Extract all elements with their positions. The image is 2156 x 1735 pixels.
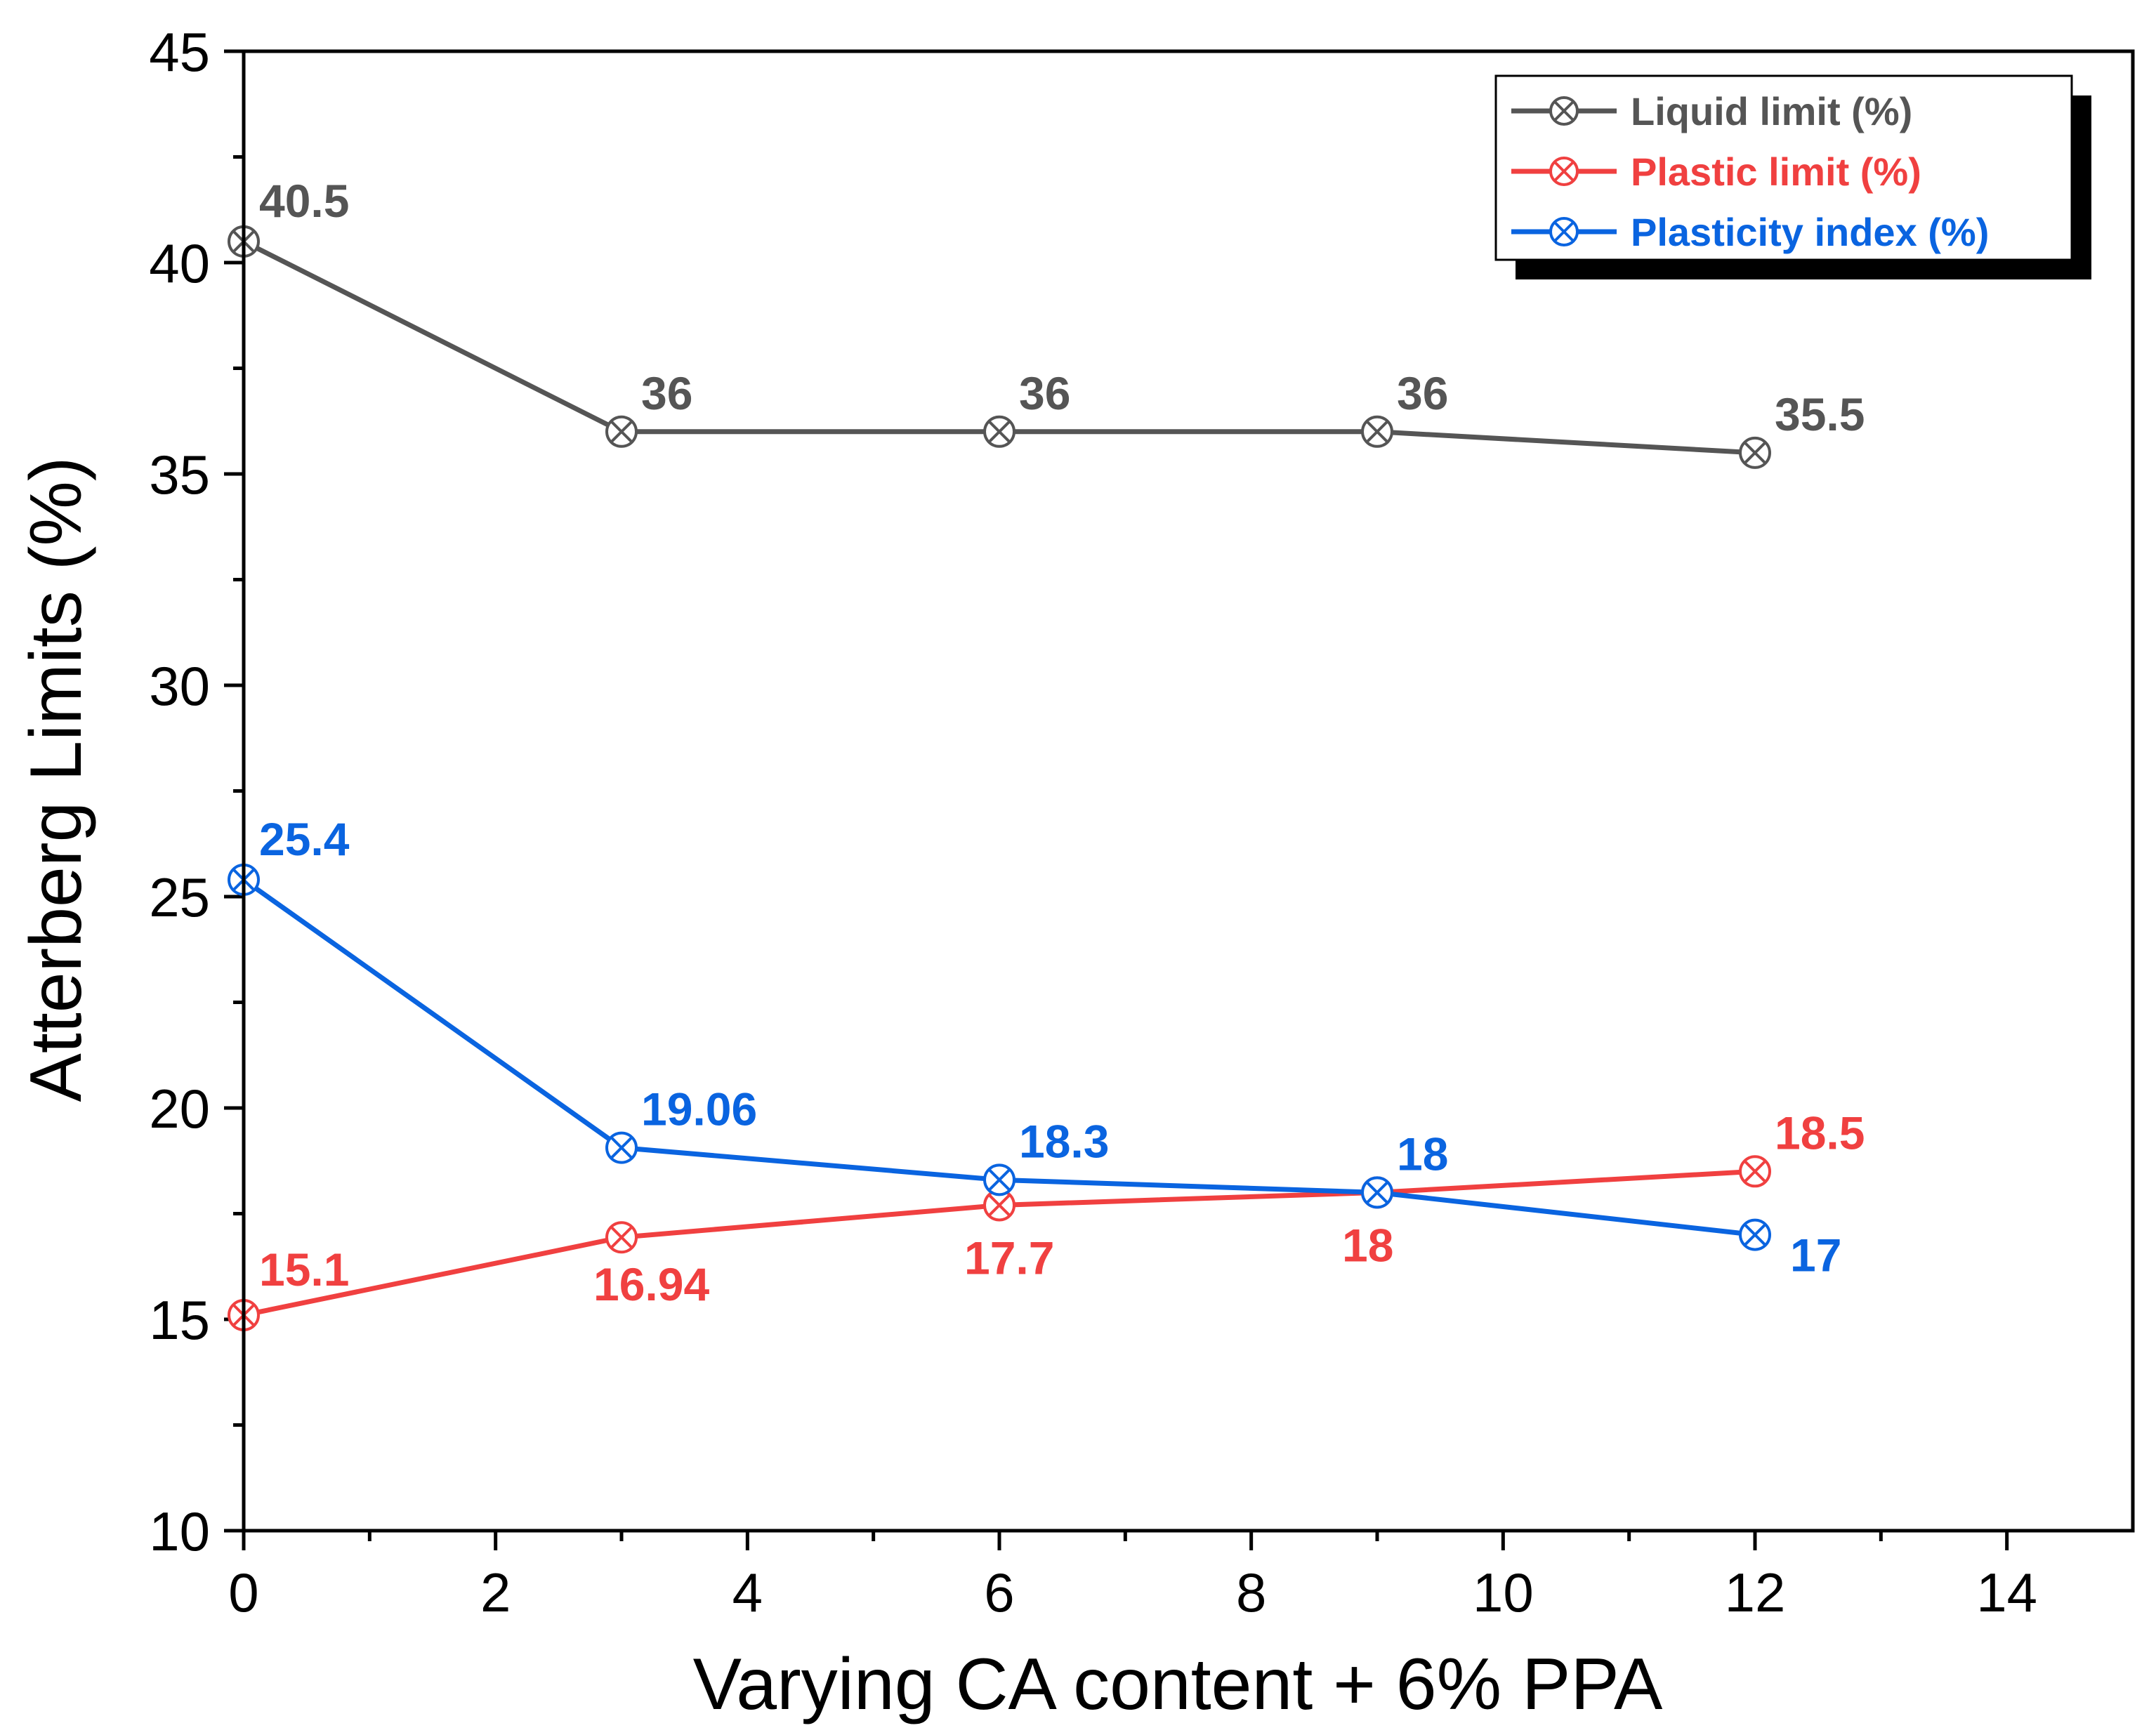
- data-point-marker: [605, 1221, 638, 1254]
- legend-label: Plastic limit (%): [1631, 150, 1921, 194]
- marker-cross: [610, 420, 633, 444]
- legend-marker-cross: [1553, 221, 1575, 242]
- x-tick-label: 2: [480, 1562, 511, 1623]
- data-point-marker: [983, 415, 1015, 448]
- x-tick-label: 6: [984, 1562, 1014, 1623]
- data-label: 15.1: [259, 1243, 349, 1295]
- marker-cross: [987, 1194, 1011, 1217]
- marker-cross: [987, 420, 1011, 444]
- data-label: 18: [1342, 1219, 1393, 1271]
- y-tick-label: 20: [149, 1078, 210, 1140]
- data-point-marker: [983, 1189, 1015, 1222]
- data-point-marker: [1361, 415, 1393, 448]
- x-tick-label: 8: [1236, 1562, 1266, 1623]
- marker-cross: [1365, 1180, 1389, 1204]
- y-tick-label: 35: [149, 444, 210, 506]
- data-label: 16.94: [593, 1258, 709, 1310]
- y-tick-label: 15: [149, 1289, 210, 1351]
- x-tick-label: 4: [732, 1562, 763, 1623]
- data-point-marker: [605, 1131, 638, 1164]
- data-point-marker: [983, 1163, 1015, 1196]
- data-label: 36: [1397, 367, 1448, 419]
- marker-cross: [1743, 441, 1767, 465]
- data-point-marker: [1739, 436, 1771, 469]
- legend-label: Plasticity index (%): [1631, 210, 1989, 254]
- plot-frame: [242, 49, 2135, 1533]
- x-tick-label: 14: [1976, 1562, 2037, 1623]
- plot-area-frame: [242, 49, 2135, 1533]
- marker-cross: [1365, 420, 1389, 444]
- y-tick-label: 30: [149, 655, 210, 717]
- data-point-marker: [1739, 1155, 1771, 1188]
- data-label: 35.5: [1775, 388, 1865, 440]
- marker-cross: [610, 1136, 633, 1160]
- legend-box: [1494, 74, 2073, 261]
- data-label: 18: [1397, 1128, 1448, 1180]
- y-tick-label: 25: [149, 866, 210, 928]
- legend-marker-cross: [1553, 161, 1575, 182]
- y-tick-label: 40: [149, 232, 210, 294]
- x-axis-title: Varying CA content + 6% PPA: [693, 1644, 1663, 1725]
- data-label: 36: [641, 367, 692, 419]
- x-tick-label: 10: [1473, 1562, 1534, 1623]
- x-tick-label: 12: [1725, 1562, 1786, 1623]
- data-label: 18.3: [1019, 1115, 1109, 1167]
- marker-cross: [610, 1225, 633, 1249]
- marker-cross: [1743, 1159, 1767, 1183]
- data-label: 36: [1019, 367, 1070, 419]
- data-label: 19.06: [641, 1083, 757, 1135]
- x-tick-label: 0: [228, 1562, 258, 1623]
- data-point-marker: [1361, 1176, 1393, 1209]
- data-label: 40.5: [259, 175, 349, 227]
- data-label: 25.4: [259, 813, 350, 865]
- data-point-marker: [1739, 1218, 1771, 1251]
- legend: Liquid limit (%) Plastic limit (%) Plastic…: [1494, 74, 2091, 279]
- y-tick-label: 10: [149, 1500, 210, 1562]
- y-axis-title: Atterberg Limits (%): [15, 457, 97, 1102]
- legend-marker-cross: [1553, 100, 1575, 121]
- data-label: 17.7: [964, 1232, 1054, 1284]
- axis-ticks: 0 2 4 6 8 10 12 14 10 15 20 25 30 35 40 45: [149, 21, 2037, 1623]
- marker-cross: [1743, 1223, 1767, 1247]
- data-label: 17: [1790, 1229, 1841, 1281]
- legend-label: Liquid limit (%): [1631, 89, 1912, 133]
- data-label: 18.5: [1775, 1107, 1865, 1159]
- marker-cross: [987, 1168, 1011, 1192]
- y-tick-label: 45: [149, 21, 210, 83]
- data-labels: 40.5 36 36 36 35.5 15.1 16.94 17.7 18 18.5 25.4 19.…: [259, 175, 1865, 1310]
- data-point-marker: [605, 415, 638, 448]
